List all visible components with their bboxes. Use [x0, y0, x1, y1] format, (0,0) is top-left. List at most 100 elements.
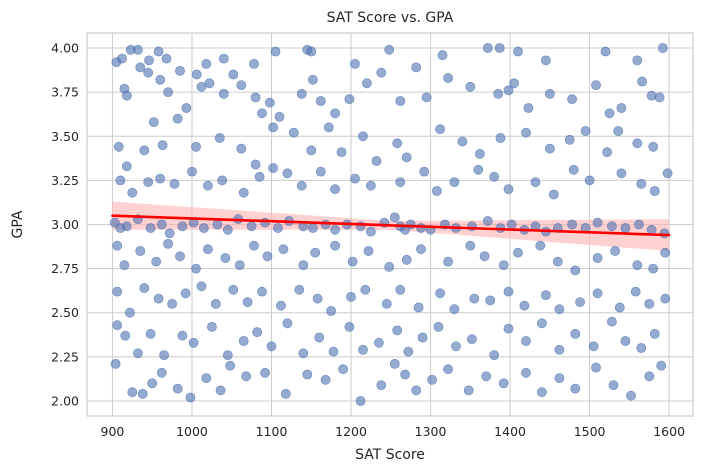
scatter-point — [250, 92, 261, 103]
scatter-point — [120, 330, 131, 341]
scatter-point — [288, 127, 299, 138]
scatter-point — [198, 223, 209, 233]
scatter-point — [607, 316, 617, 327]
scatter-point — [320, 374, 331, 385]
scatter-point — [554, 344, 565, 355]
scatter-point — [384, 44, 395, 55]
scatter-point — [270, 46, 281, 57]
scatter-point — [139, 145, 150, 156]
scatter-point — [649, 328, 660, 339]
scatter-point — [278, 244, 289, 255]
scatter-point — [191, 69, 202, 80]
scatter-point — [145, 223, 156, 233]
scatter-point — [570, 383, 581, 394]
scatter-point — [443, 73, 453, 83]
x-tick-label: 1500 — [574, 424, 606, 439]
scatter-point — [328, 346, 339, 357]
y-tick-label: 2.75 — [51, 261, 79, 276]
y-tick-label: 3.50 — [51, 129, 79, 144]
scatter-point — [395, 284, 406, 295]
scatter-point — [395, 96, 406, 106]
scatter-point — [545, 143, 555, 154]
scatter-point — [482, 216, 493, 226]
scatter-point — [249, 240, 259, 251]
scatter-point — [191, 263, 201, 274]
scatter-point — [401, 254, 412, 265]
scatter-point — [358, 344, 368, 355]
scatter-point — [636, 178, 647, 189]
y-tick-label: 2.50 — [51, 305, 79, 320]
x-tick-label: 1000 — [176, 424, 208, 439]
scatter-point — [202, 244, 213, 255]
scatter-point — [427, 374, 437, 385]
scatter-point — [602, 147, 612, 157]
scatter-point — [112, 286, 123, 297]
scatter-point — [155, 74, 166, 85]
y-tick-label: 3.75 — [51, 85, 79, 100]
scatter-point — [306, 145, 317, 156]
scatter-point — [110, 358, 121, 369]
scatter-point — [156, 367, 167, 378]
scatter-point — [392, 138, 403, 149]
scatter-point — [202, 180, 213, 191]
scatter-point — [616, 103, 627, 113]
scatter-point — [161, 53, 172, 64]
scatter-point — [217, 175, 228, 186]
scatter-point — [180, 288, 191, 299]
scatter-point — [215, 385, 226, 396]
scatter-point — [145, 328, 156, 339]
scatter-point — [636, 343, 647, 353]
scatter-point — [330, 108, 340, 119]
scatter-point — [591, 362, 601, 373]
scatter-point — [591, 80, 601, 90]
scatter-point — [413, 302, 424, 313]
scatter-point — [358, 131, 368, 142]
scatter-point — [302, 369, 313, 380]
scatter-point — [521, 336, 531, 346]
scatter-point — [164, 228, 175, 239]
scatter-point — [620, 223, 631, 233]
x-tick-label: 1400 — [494, 424, 526, 439]
scatter-point — [206, 321, 217, 332]
scatter-point — [449, 304, 460, 315]
scatter-point — [310, 247, 321, 258]
scatter-point — [564, 134, 575, 145]
scatter-point — [451, 341, 461, 352]
scatter-point — [236, 143, 247, 154]
scatter-point — [306, 46, 317, 57]
scatter-point — [169, 178, 180, 189]
scatter-point — [411, 62, 422, 73]
scatter-point — [403, 346, 414, 357]
scatter-point — [155, 173, 166, 184]
scatter-point — [323, 122, 334, 133]
scatter-point — [234, 260, 245, 270]
scatter-point — [489, 171, 500, 182]
scatter-point — [474, 148, 485, 159]
scatter-point — [521, 367, 531, 378]
scatter-point — [296, 89, 307, 99]
scatter-point — [646, 90, 657, 101]
scatter-point — [315, 166, 326, 177]
scatter-point — [489, 350, 500, 360]
scatter-point — [296, 180, 307, 191]
scatter-point — [143, 177, 154, 187]
scatter-point — [363, 246, 374, 256]
x-tick-label: 1200 — [335, 424, 367, 439]
scatter-point — [187, 166, 197, 177]
plot-frame — [86, 32, 694, 417]
scatter-point — [175, 251, 185, 262]
scatter-point — [620, 336, 631, 346]
scatter-point — [132, 44, 143, 55]
scatter-point — [249, 59, 259, 69]
scatter-point — [411, 385, 422, 396]
scatter-point — [264, 97, 275, 108]
scatter-point — [503, 184, 514, 195]
scatter-point — [139, 283, 150, 293]
scatter-point — [330, 240, 340, 251]
scatter-point — [614, 302, 625, 313]
scatter-point — [630, 286, 641, 297]
scatter-point — [274, 111, 285, 122]
x-tick-label: 1600 — [653, 424, 685, 439]
scatter-point — [473, 164, 484, 175]
scatter-point — [494, 43, 505, 53]
